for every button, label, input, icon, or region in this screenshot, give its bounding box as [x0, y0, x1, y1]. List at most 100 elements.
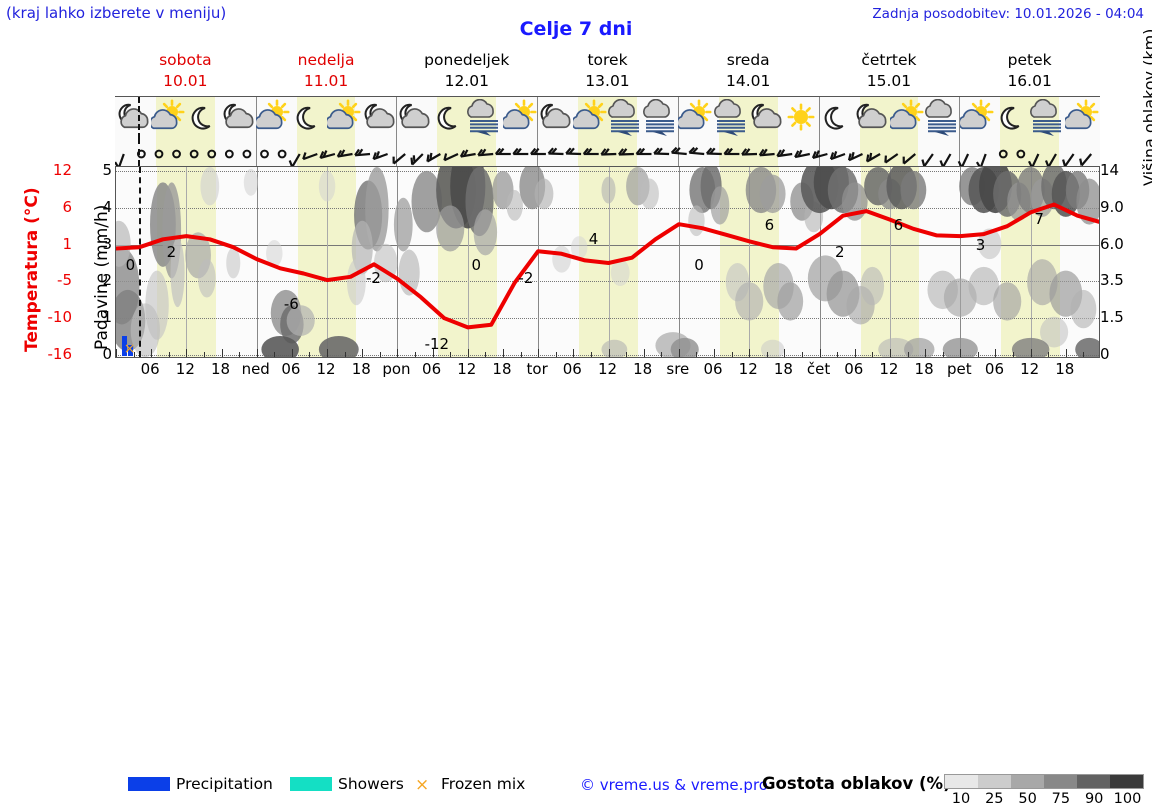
- wind-barb-40: [813, 151, 828, 158]
- cloud-density-colorbar: [944, 774, 1144, 789]
- weather-icon-sc-4: [256, 99, 290, 137]
- day-date: 15.01: [819, 71, 960, 92]
- x-tick-label-1: 12: [165, 360, 205, 378]
- weather-icon-sc-16: [678, 99, 712, 137]
- wind-barb-39: [795, 150, 810, 157]
- frozen-mix-legend-label: Frozen mix: [441, 775, 525, 793]
- cloudheight-tick-4: 1.5: [1100, 308, 1130, 326]
- precipitation-legend-label: Precipitation: [176, 775, 273, 793]
- wind-barb-11: [303, 153, 317, 160]
- wind-barb-25: [549, 148, 564, 154]
- x-tick-mark: [380, 352, 381, 357]
- weather-icon-mc-18: [749, 99, 783, 137]
- x-tick-mark: [626, 352, 627, 357]
- wind-barb-0: [115, 154, 124, 166]
- precip-tick-3: 2: [96, 271, 112, 289]
- x-tick-label-10: 18: [482, 360, 522, 378]
- x-tick-label-22: 18: [904, 360, 944, 378]
- x-tick-mark: [696, 352, 697, 357]
- x-tick-label-12: 06: [552, 360, 592, 378]
- temperature-label-1: 2: [167, 243, 177, 261]
- x-tick-mark: [169, 352, 170, 357]
- weather-icon-sc-24: [960, 99, 994, 137]
- day-name: sobota: [159, 51, 211, 69]
- temperature-label-0: 0: [126, 256, 136, 274]
- x-tick-mark: [960, 349, 961, 357]
- wind-barb-23: [513, 149, 528, 154]
- x-tick-mark: [503, 349, 504, 357]
- wind-barb-41: [831, 151, 845, 159]
- x-tick-mark: [995, 349, 996, 357]
- temp-tick-2: 1: [38, 235, 72, 253]
- weather-icon-mc-21: [854, 99, 888, 137]
- x-tick-label-14: 18: [623, 360, 663, 378]
- weather-icon-moon-5: [291, 99, 325, 137]
- precip-tick-5: 0: [96, 345, 112, 363]
- x-tick-mark: [1013, 352, 1014, 357]
- x-tick-mark: [116, 349, 117, 357]
- copyright-link[interactable]: © vreme.us & vreme.pro: [580, 776, 768, 794]
- temperature-label-9: 6: [765, 216, 775, 234]
- x-tick-mark: [609, 349, 610, 357]
- x-tick-label-6: 18: [341, 360, 381, 378]
- x-tick-mark: [1083, 352, 1084, 357]
- precipitation-swatch: [128, 777, 170, 791]
- x-tick-mark: [837, 352, 838, 357]
- wind-barb-14: [355, 149, 370, 155]
- wind-barb-30: [637, 149, 652, 154]
- x-tick-mark: [309, 352, 310, 357]
- x-tick-mark: [538, 349, 539, 357]
- x-tick-label-4: 06: [271, 360, 311, 378]
- x-tick-mark: [204, 352, 205, 357]
- wind-barb-13: [338, 150, 353, 157]
- x-tick-mark: [450, 352, 451, 357]
- weather-icon-moon-25: [995, 99, 1029, 137]
- wind-barbs: [115, 138, 1100, 166]
- weather-icon-fog-26: [1030, 99, 1064, 137]
- day-header-4: sreda 14.01: [678, 50, 819, 92]
- x-tick-label-5: 12: [306, 360, 346, 378]
- wind-barb-46: [922, 154, 933, 166]
- frozen-mix-icon: ×: [415, 775, 429, 795]
- temperature-curve: [116, 167, 1100, 358]
- weather-icon-moon-9: [432, 99, 466, 137]
- x-tick-mark: [345, 352, 346, 357]
- x-tick-mark: [661, 352, 662, 357]
- density-tick-1: 25: [977, 791, 1011, 807]
- last-update: Zadnja posodobitev: 10.01.2026 - 04:04: [872, 6, 1144, 22]
- wind-barb-47: [941, 154, 951, 166]
- cloudheight-axis-title: Višina oblakov (km): [1140, 29, 1152, 186]
- wind-barb-31: [654, 148, 669, 154]
- temperature-label-11: 6: [894, 216, 904, 234]
- precip-tick-1: 4: [96, 198, 112, 216]
- wind-barb-21: [478, 149, 493, 155]
- precip-tick-2: 3: [96, 235, 112, 253]
- wind-barb-48: [959, 154, 968, 166]
- current-time-line: [139, 167, 141, 357]
- day-date: 14.01: [678, 71, 819, 92]
- day-name: sreda: [727, 51, 770, 69]
- wind-barb-52: [1029, 154, 1038, 166]
- weather-icon-mc-12: [538, 99, 572, 137]
- legend: Precipitation Showers × Frozen mix © vre…: [0, 386, 1152, 443]
- day-name: ponedeljek: [424, 51, 509, 69]
- x-tick-mark: [732, 352, 733, 357]
- x-tick-mark: [784, 349, 785, 357]
- x-tick-mark: [820, 349, 821, 357]
- x-tick-mark: [327, 349, 328, 357]
- wind-barb-18: [427, 153, 440, 162]
- day-date: 12.01: [396, 71, 537, 92]
- weather-icon-sc-11: [503, 99, 537, 137]
- wind-barb-27: [584, 149, 599, 154]
- weather-icon-mc-8: [397, 99, 431, 137]
- temp-tick-1: 6: [38, 198, 72, 216]
- day-name: nedelja: [298, 51, 355, 69]
- wind-barb-row: [115, 138, 1100, 166]
- wind-barb-55: [1080, 154, 1091, 166]
- x-tick-label-7: pon: [376, 360, 416, 378]
- weather-icon-fog-23: [925, 99, 959, 137]
